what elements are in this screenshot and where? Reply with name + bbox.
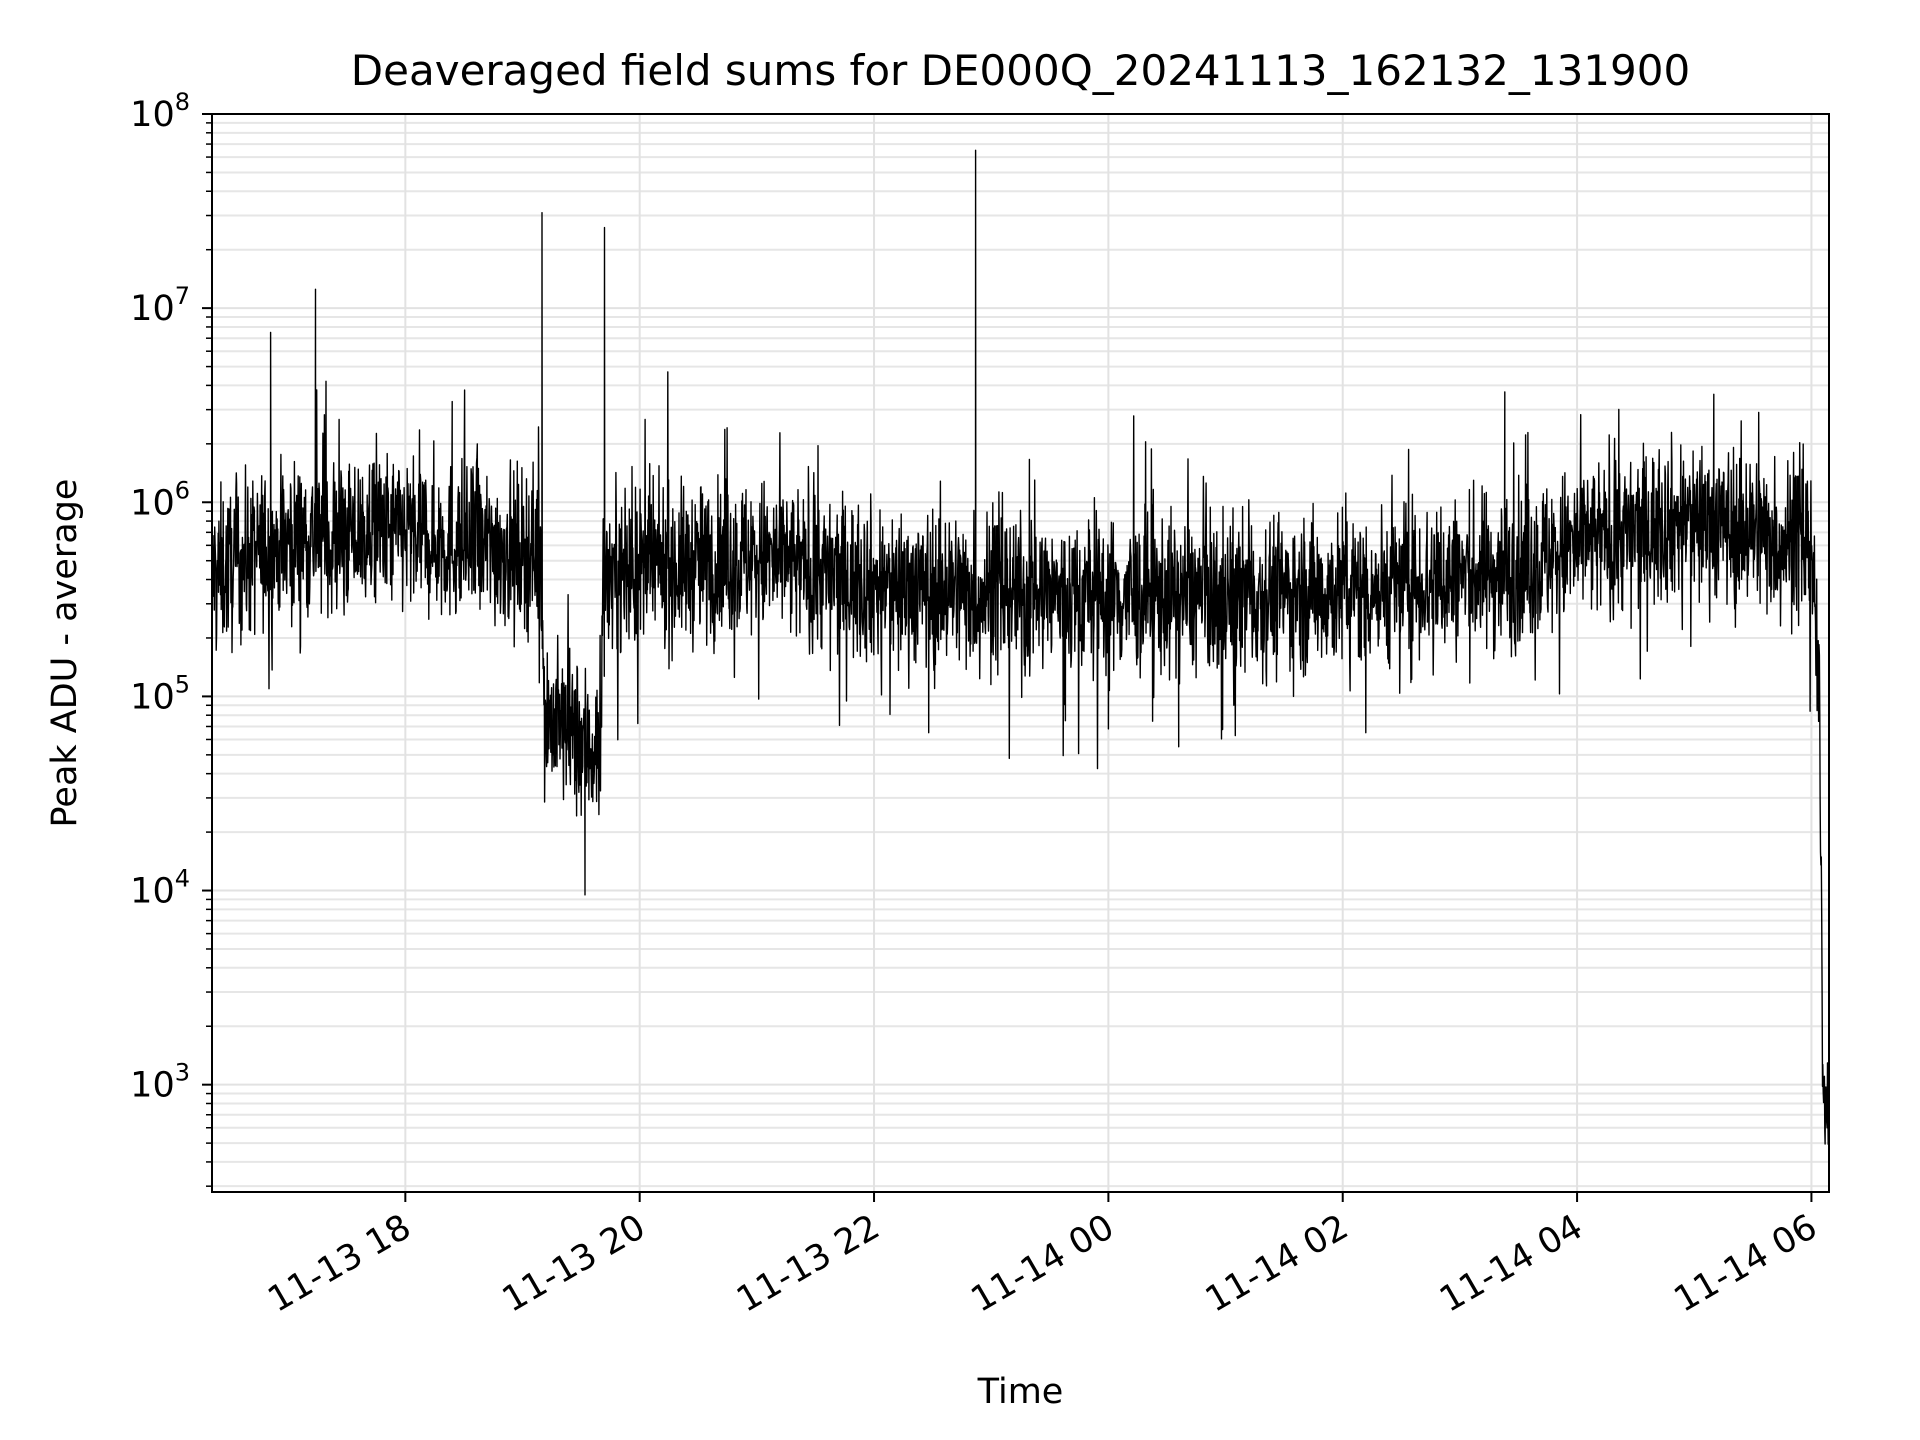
y-tick-label: 106: [130, 476, 190, 523]
y-tick-label: 105: [130, 670, 190, 717]
axes-frame: [211, 113, 1830, 1193]
y-axis-label: Peak ADU - average: [45, 479, 85, 828]
plot-area: [211, 149, 1830, 1145]
y-tick-label: 107: [130, 282, 190, 329]
minor-grid: [212, 121, 1829, 1188]
y-tick-label: 103: [130, 1059, 190, 1106]
y-tick-label: 108: [130, 88, 190, 135]
series-line: [211, 149, 1830, 1145]
x-axis-label: Time: [977, 1372, 1064, 1412]
y-tick-label: 104: [130, 865, 190, 912]
chart-title: Deaveraged field sums for DE000Q_2024111…: [351, 46, 1690, 95]
y-axis: 103 104 105 106 107 108: [130, 88, 212, 1187]
